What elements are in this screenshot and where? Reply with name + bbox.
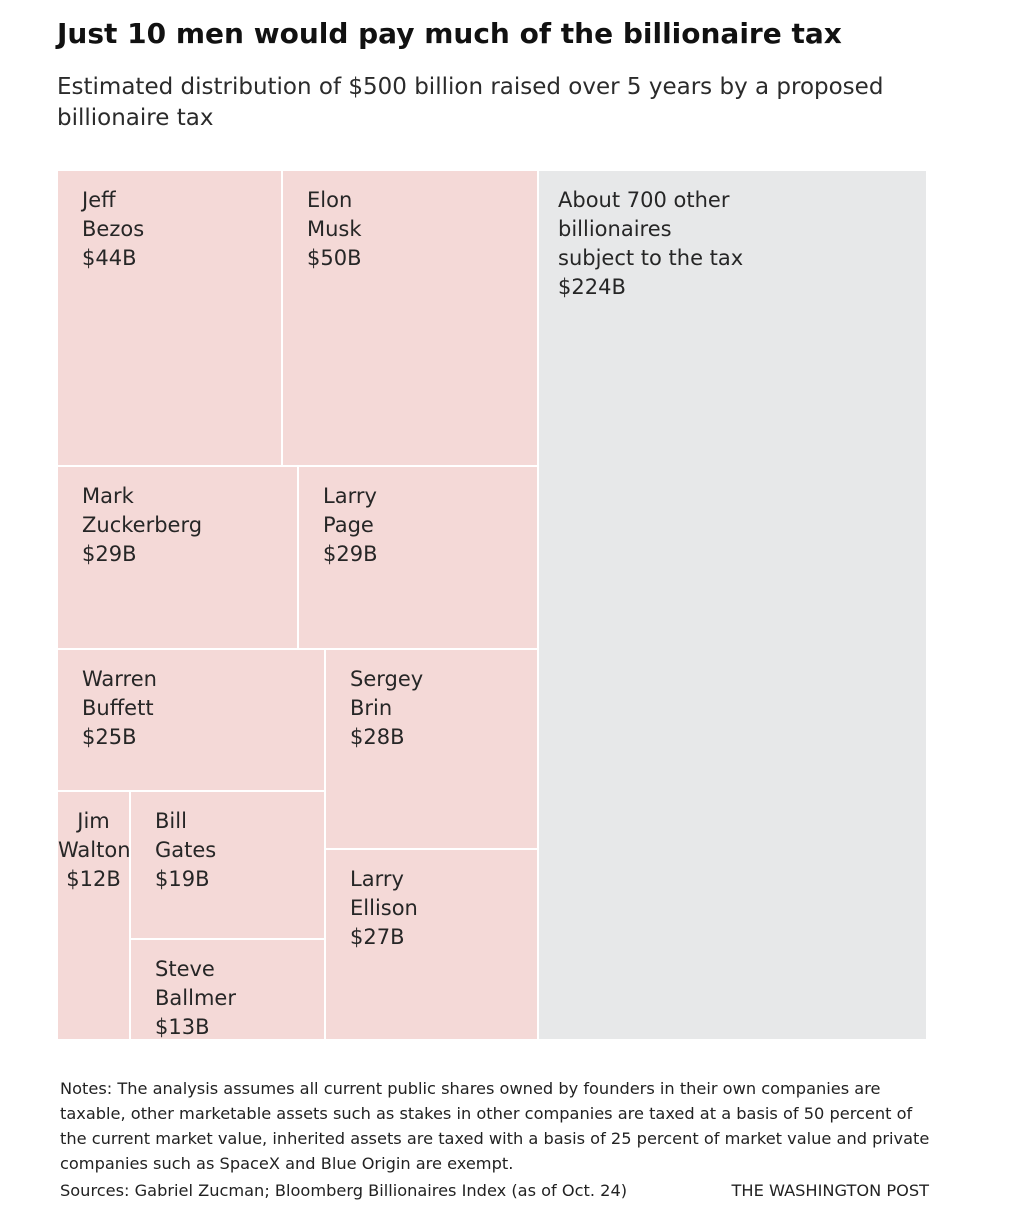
cell-label: Ellison xyxy=(350,896,418,920)
treemap-cell-steve-ballmer: Steve Ballmer $13B xyxy=(130,939,325,1040)
chart-title: Just 10 men would pay much of the billio… xyxy=(57,17,842,50)
treemap-cell-larry-ellison: Larry Ellison $27B xyxy=(325,849,538,1040)
cell-label: Page xyxy=(323,513,374,537)
treemap-cell-jeff-bezos: Jeff Bezos $44B xyxy=(57,170,282,466)
cell-label: Larry xyxy=(323,484,377,508)
treemap-cell-mark-zuckerberg: Mark Zuckerberg $29B xyxy=(57,466,298,649)
cell-label: Zuckerberg xyxy=(82,513,203,537)
cell-label: Bill xyxy=(155,809,187,833)
cell-label: Mark xyxy=(82,484,134,508)
treemap-cell-warren-buffett: Warren Buffett $25B xyxy=(57,649,325,791)
cell-label: Jeff xyxy=(82,188,116,212)
cell-value-label: $224B xyxy=(558,275,626,299)
cell-label: Buffett xyxy=(82,696,154,720)
cell-label: Brin xyxy=(350,696,393,720)
cell-label: Bezos xyxy=(82,217,145,241)
publisher-credit: THE WASHINGTON POST xyxy=(731,1181,929,1200)
treemap-cell-jim-walton: Jim Walton $12B xyxy=(57,791,130,1040)
chart-subtitle: Estimated distribution of $500 billion r… xyxy=(57,74,884,131)
cell-label: billionaires xyxy=(558,217,672,241)
cell-value-label: $19B xyxy=(155,867,210,891)
cell-value-label: $12B xyxy=(66,867,121,891)
cell-label: Sergey xyxy=(350,667,424,691)
treemap: Jeff Bezos $44B Elon Musk $50B Mark Zuck… xyxy=(57,170,927,1040)
cell-value-label: $44B xyxy=(82,246,137,270)
cell-value-label: $29B xyxy=(82,542,137,566)
cell-label: Walton xyxy=(58,838,130,862)
cell-label: Steve xyxy=(155,957,215,981)
cell-label: Warren xyxy=(82,667,157,691)
treemap-cell-larry-page: Larry Page $29B xyxy=(298,466,538,649)
cell-label: Gates xyxy=(155,838,217,862)
cell-value-label: $25B xyxy=(82,725,137,749)
cell-value-label: $50B xyxy=(307,246,362,270)
treemap-cell-sergey-brin: Sergey Brin $28B xyxy=(325,649,538,849)
cell-label: About 700 other xyxy=(558,188,730,212)
cell-value-label: $27B xyxy=(350,925,405,949)
cell-value-label: $29B xyxy=(323,542,378,566)
cell-label: Larry xyxy=(350,867,404,891)
cell-label: subject to the tax xyxy=(558,246,744,270)
cell-value-label: $28B xyxy=(350,725,405,749)
treemap-cell-bill-gates: Bill Gates $19B xyxy=(130,791,325,939)
cell-label: Elon xyxy=(307,188,353,212)
cell-value-label: $13B xyxy=(155,1015,210,1039)
cell-label: Jim xyxy=(77,809,110,833)
cell-label: Musk xyxy=(307,217,362,241)
treemap-cell-elon-musk: Elon Musk $50B xyxy=(282,170,538,466)
chart-sources: Sources: Gabriel Zucman; Bloomberg Billi… xyxy=(60,1181,628,1200)
cell-label: Ballmer xyxy=(155,986,236,1010)
chart-notes: Notes: The analysis assumes all current … xyxy=(60,1079,930,1173)
treemap-cell-other-billionaires: About 700 other billionaires subject to … xyxy=(538,170,927,1040)
